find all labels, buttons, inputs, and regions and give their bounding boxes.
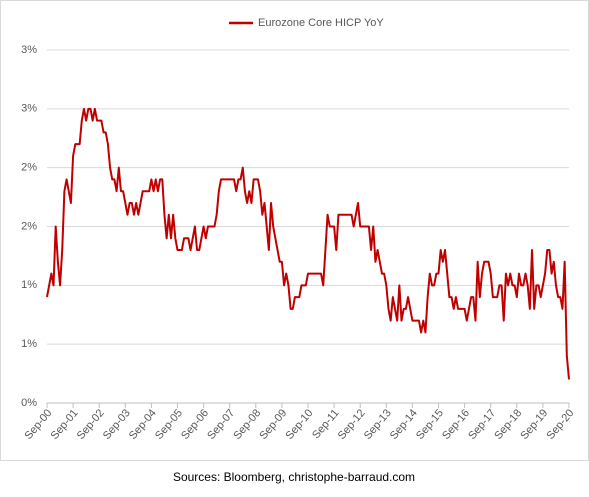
chart-frame [0,0,589,461]
legend-label: Eurozone Core HICP YoY [258,17,384,29]
y-tick-label: 0% [21,397,37,409]
y-tick-label: 2% [21,162,37,174]
y-tick-label: 3% [21,103,37,115]
data-line [46,107,570,380]
y-tick-label: 1% [21,279,37,291]
y-tick-label: 1% [21,338,37,350]
source-note: Sources: Bloomberg, christophe-barraud.c… [173,470,415,484]
y-tick-label: 3% [21,44,37,56]
y-tick-label: 2% [21,220,37,232]
